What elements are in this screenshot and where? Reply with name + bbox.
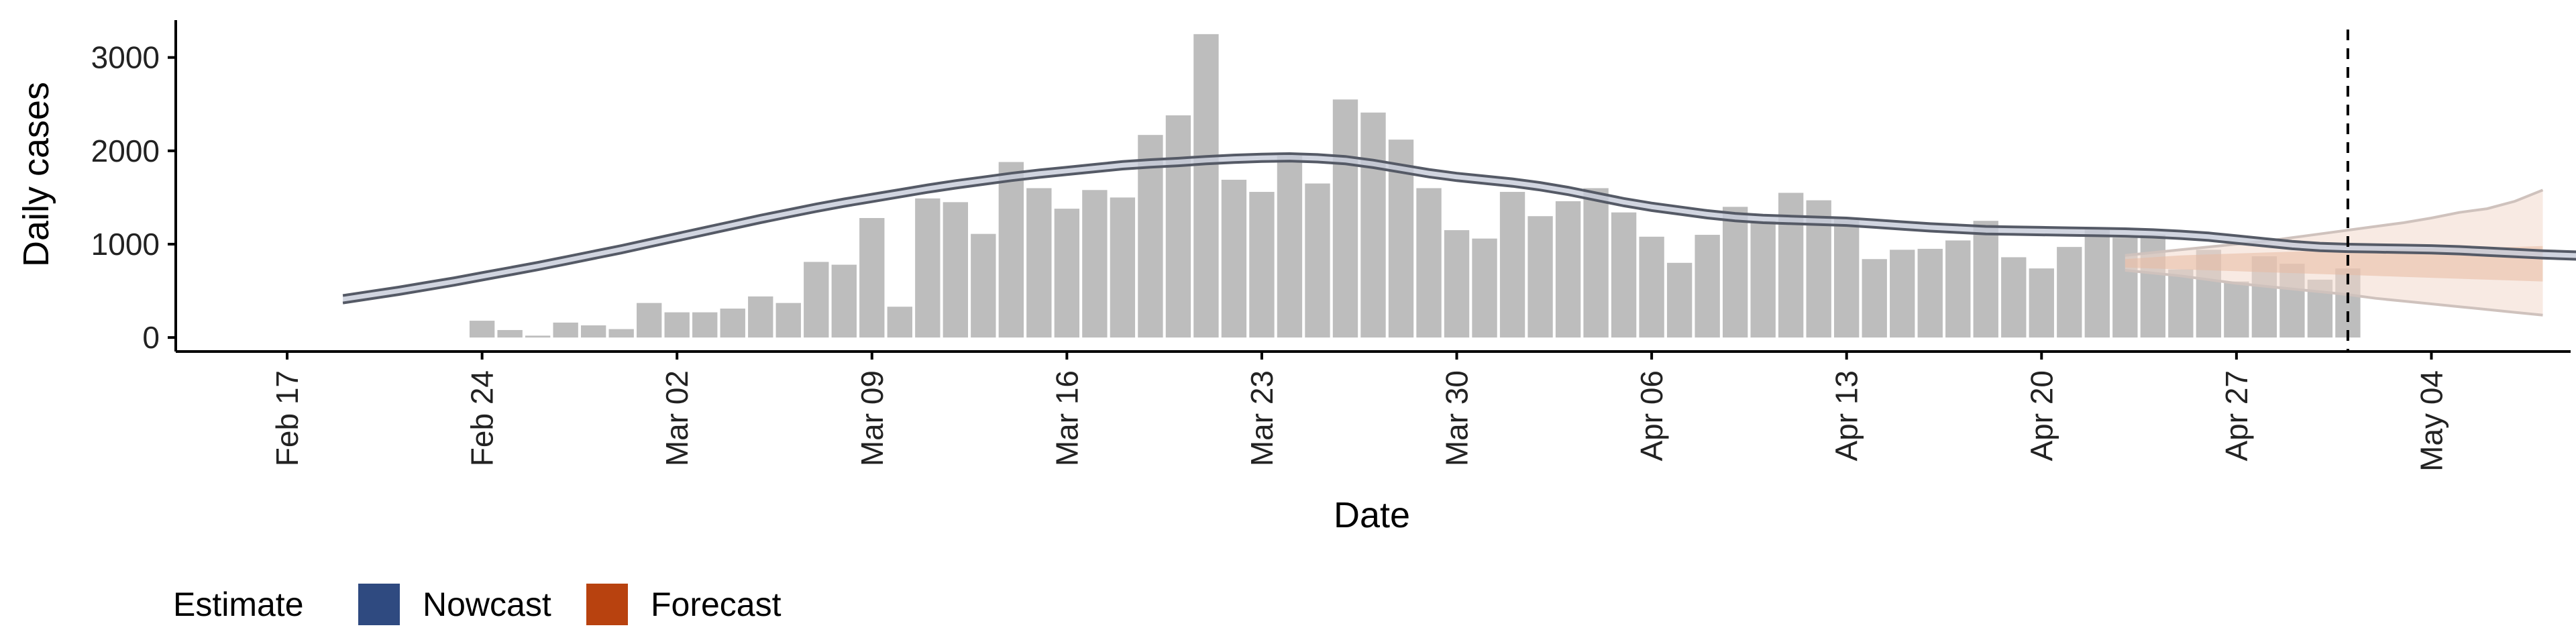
- bar: [2140, 235, 2166, 338]
- bar: [1499, 192, 1525, 338]
- bar-series: [469, 34, 2361, 338]
- bar: [1555, 201, 1581, 338]
- bar: [1249, 192, 1275, 338]
- legend-title: Estimate: [173, 586, 304, 623]
- bar: [1611, 212, 1637, 338]
- bar: [1054, 209, 1080, 338]
- bar: [1026, 188, 1052, 338]
- x-axis-title: Date: [1334, 495, 1410, 535]
- bar: [1973, 221, 1998, 338]
- y-tick-label: 1000: [91, 227, 160, 262]
- bar: [2084, 228, 2110, 338]
- bar: [1945, 240, 1971, 338]
- x-tick-label: Feb 24: [465, 370, 500, 466]
- bar: [971, 233, 996, 338]
- x-tick-label: Apr 20: [2024, 370, 2059, 462]
- bar: [998, 162, 1024, 338]
- x-tick-label: Apr 13: [1829, 370, 1864, 462]
- bar: [915, 198, 941, 338]
- nowcast-band: [343, 154, 2576, 303]
- bar: [1722, 207, 1748, 338]
- bar: [1834, 219, 1860, 338]
- bar: [525, 335, 551, 338]
- bar: [1444, 230, 1470, 338]
- nowcast-lower-line: [342, 160, 2576, 305]
- bar: [1695, 235, 1720, 338]
- bar: [637, 303, 662, 338]
- forecast-lower-line: [2125, 268, 2543, 317]
- bar: [1750, 221, 1776, 338]
- bar: [580, 325, 606, 338]
- bar: [1472, 238, 1497, 338]
- bar: [887, 307, 912, 338]
- legend-label-forecast: Forecast: [651, 586, 782, 623]
- x-tick-label: Apr 27: [2219, 370, 2254, 462]
- bar: [1890, 250, 1915, 338]
- x-axis-ticks: Feb 17 Feb 24 Mar 02 Mar 09 Mar 16 Mar 23 Mar …: [270, 352, 2449, 472]
- bar: [553, 322, 578, 338]
- bar: [1221, 179, 1247, 338]
- bar: [2168, 269, 2194, 338]
- y-tick-label: 0: [142, 320, 160, 355]
- nowcast-upper-line: [342, 152, 2576, 297]
- legend-swatch-nowcast: [358, 584, 400, 625]
- bar: [692, 312, 718, 338]
- forecast-upper-line: [2125, 189, 2544, 257]
- bar: [1277, 155, 1303, 338]
- legend: Estimate Nowcast Forecast: [173, 584, 782, 625]
- bar: [1527, 216, 1553, 338]
- bar: [859, 218, 885, 338]
- bar: [720, 308, 745, 338]
- bar: [1416, 188, 1442, 338]
- bar: [2001, 257, 2027, 338]
- bar: [943, 202, 969, 338]
- x-tick-label: Mar 09: [855, 370, 890, 466]
- bar: [608, 329, 634, 338]
- bar: [1082, 190, 1108, 338]
- forecast-series: [2125, 189, 2544, 317]
- bar: [804, 262, 829, 338]
- x-tick-label: Apr 06: [1634, 370, 1669, 462]
- bar: [2112, 237, 2138, 338]
- x-tick-label: Mar 30: [1440, 370, 1474, 466]
- y-axis-ticks: 0 1000 2000 3000: [91, 40, 176, 355]
- x-tick-label: Mar 02: [659, 370, 694, 466]
- x-tick-label: Feb 17: [270, 370, 305, 466]
- bar: [1666, 262, 1693, 338]
- bar: [2224, 281, 2249, 338]
- bar: [469, 321, 495, 338]
- bar: [1917, 248, 1943, 338]
- nowcast-series: [342, 152, 2576, 305]
- bar: [2057, 247, 2082, 338]
- x-tick-label: Mar 16: [1049, 370, 1084, 466]
- bar: [497, 329, 523, 338]
- y-tick-label: 2000: [91, 133, 160, 168]
- y-tick-label: 3000: [91, 40, 160, 75]
- axes: 0 1000 2000 3000 Feb 17 Feb 24 Mar 02 Mar 09 Ma…: [91, 20, 2571, 472]
- bar: [1639, 236, 1664, 338]
- x-tick-label: May 04: [2414, 370, 2449, 472]
- bar: [2029, 268, 2054, 338]
- bar: [1862, 259, 1887, 338]
- bar: [1110, 197, 1136, 338]
- y-axis-title: Daily cases: [16, 82, 56, 267]
- bar: [1360, 112, 1386, 338]
- bar: [1165, 115, 1191, 338]
- bar: [1583, 188, 1609, 338]
- bar: [831, 264, 857, 338]
- x-tick-label: Mar 23: [1244, 370, 1279, 466]
- legend-label-nowcast: Nowcast: [423, 586, 551, 623]
- forecast-inner-band: [2125, 246, 2543, 282]
- plot-area: [342, 30, 2576, 352]
- bar: [1305, 183, 1330, 338]
- bar: [748, 296, 773, 338]
- legend-swatch-forecast: [586, 584, 628, 625]
- bar: [1193, 34, 1219, 338]
- bar: [1332, 99, 1358, 338]
- bar: [775, 303, 801, 338]
- bar: [664, 312, 690, 338]
